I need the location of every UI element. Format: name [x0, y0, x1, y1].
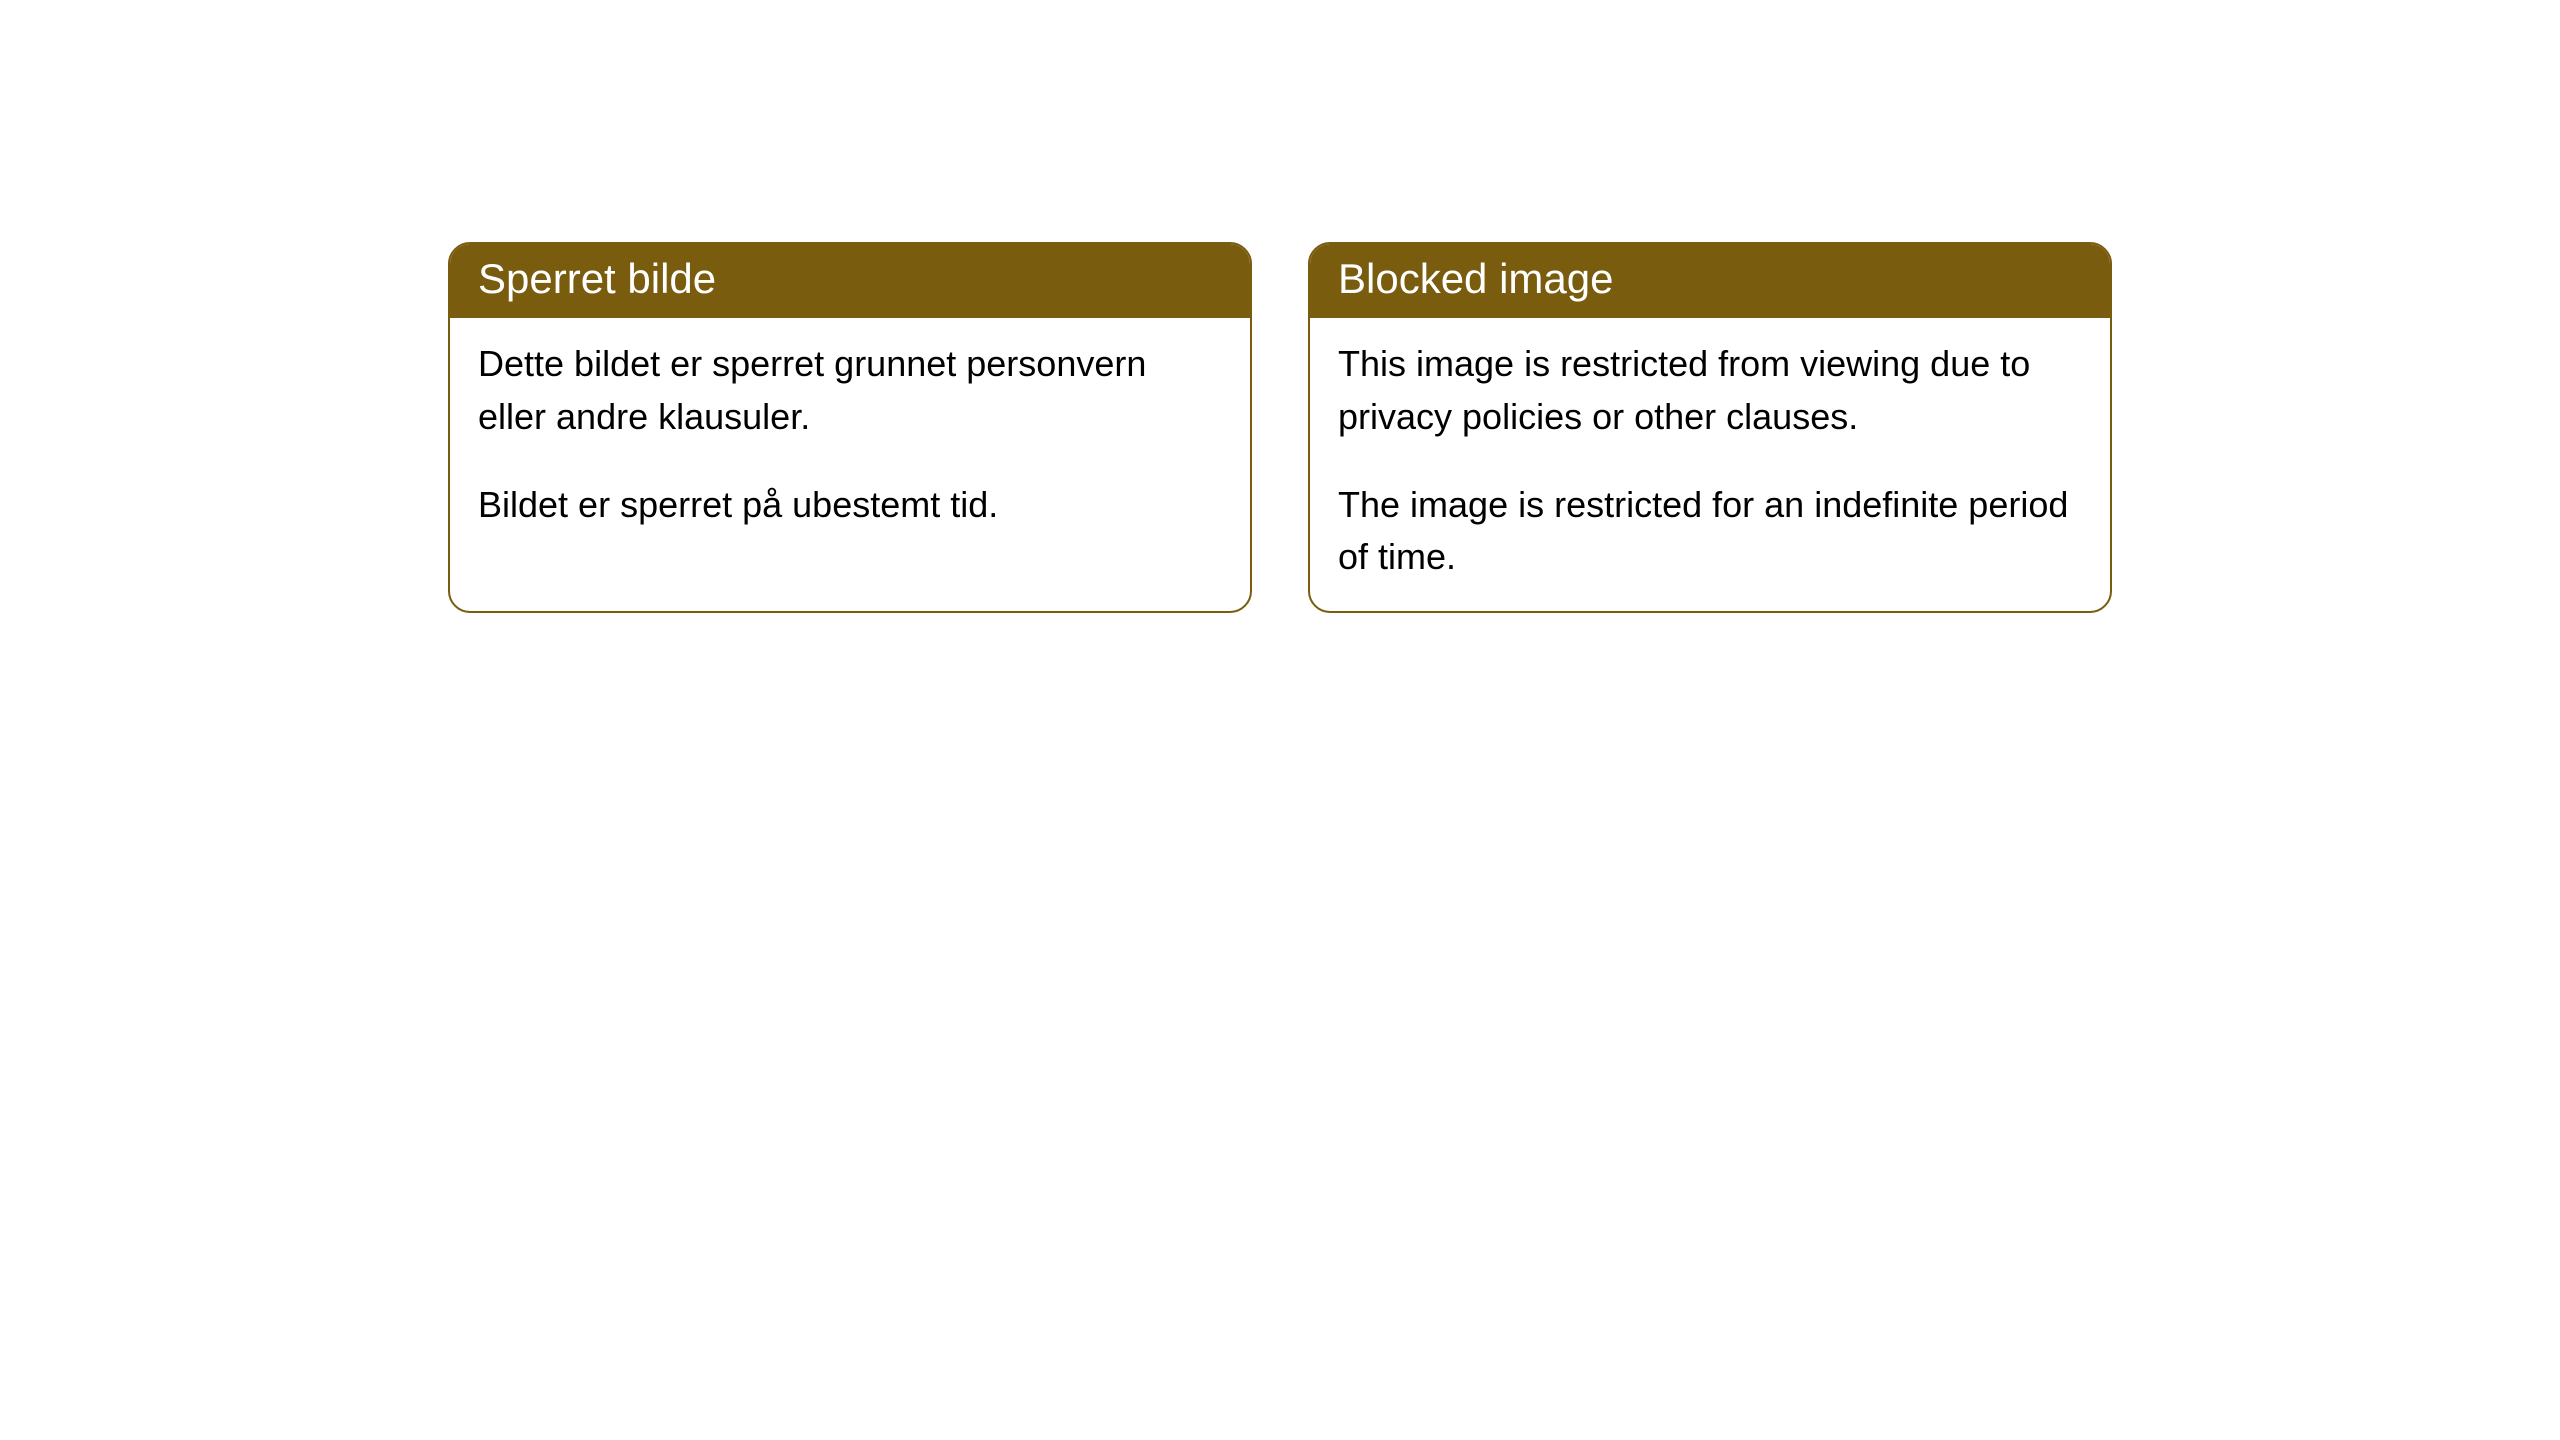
- card-paragraph-2: Bildet er sperret på ubestemt tid.: [478, 479, 1222, 531]
- card-title: Sperret bilde: [478, 255, 716, 302]
- notice-container: Sperret bilde Dette bildet er sperret gr…: [0, 0, 2560, 613]
- card-paragraph-1: Dette bildet er sperret grunnet personve…: [478, 338, 1222, 442]
- card-body: This image is restricted from viewing du…: [1310, 318, 2110, 611]
- card-header: Blocked image: [1310, 244, 2110, 318]
- blocked-image-card-english: Blocked image This image is restricted f…: [1308, 242, 2112, 613]
- card-title: Blocked image: [1338, 255, 1613, 302]
- card-body: Dette bildet er sperret grunnet personve…: [450, 318, 1250, 559]
- blocked-image-card-norwegian: Sperret bilde Dette bildet er sperret gr…: [448, 242, 1252, 613]
- card-paragraph-2: The image is restricted for an indefinit…: [1338, 479, 2082, 583]
- card-paragraph-1: This image is restricted from viewing du…: [1338, 338, 2082, 442]
- card-header: Sperret bilde: [450, 244, 1250, 318]
